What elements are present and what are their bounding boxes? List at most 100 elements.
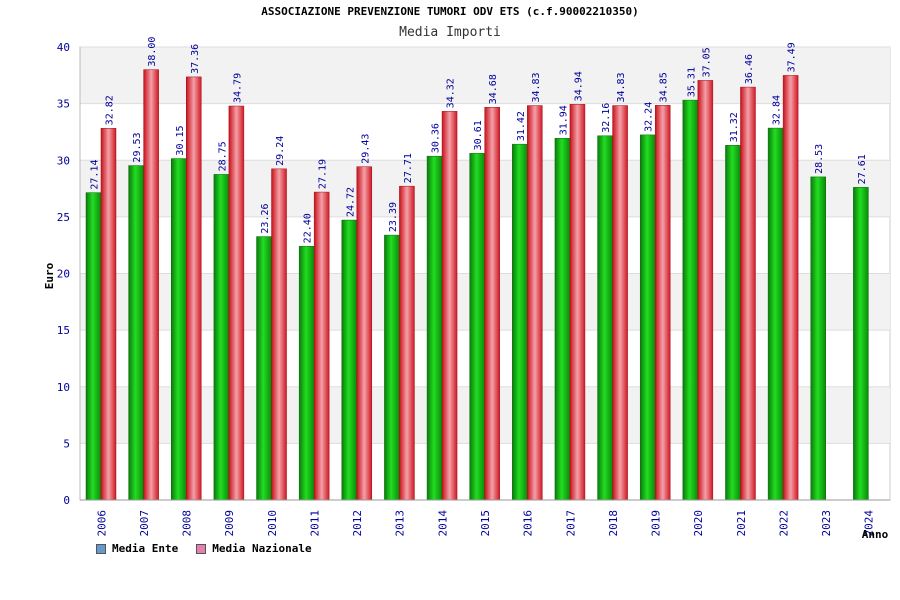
bar-media-ente-2024	[853, 187, 869, 501]
data-label: 30.36	[431, 123, 442, 153]
data-label: 32.16	[601, 103, 612, 133]
y-tick-label: 35	[57, 98, 70, 111]
data-label: 35.31	[686, 67, 697, 97]
bar-media-nazionale-2017	[569, 104, 586, 501]
data-label: 27.71	[403, 153, 414, 183]
legend-label-media-nazionale: Media Nazionale	[212, 542, 312, 555]
data-label: 23.39	[388, 202, 399, 232]
x-tick-label: 2021	[735, 510, 748, 537]
x-tick-label: 2008	[181, 510, 194, 537]
data-label: 37.36	[190, 44, 201, 74]
legend-swatch-media-nazionale	[196, 543, 207, 554]
bar-media-nazionale-2012	[356, 166, 373, 501]
x-tick-label: 2024	[863, 510, 876, 537]
x-tick-label: 2011	[308, 510, 321, 537]
data-label: 34.85	[659, 72, 670, 102]
bar-media-nazionale-2015	[484, 106, 500, 501]
x-tick-label: 2016	[522, 510, 535, 537]
bar-media-ente-2007	[128, 165, 144, 501]
data-label: 37.49	[787, 42, 798, 72]
x-tick-label: 2017	[564, 510, 577, 537]
x-tick-label: 2010	[266, 510, 279, 537]
bar-media-ente-2010	[256, 236, 272, 501]
y-tick-label: 30	[57, 154, 70, 167]
bar-media-ente-2016	[512, 143, 528, 501]
bar-media-nazionale-2006	[100, 128, 117, 501]
bar-media-ente-2012	[341, 219, 358, 501]
data-label: 34.83	[616, 72, 627, 102]
data-label: 32.84	[772, 95, 783, 125]
legend-item-media-nazionale: Media Nazionale	[196, 542, 312, 555]
x-tick-label: 2020	[692, 510, 705, 537]
x-tick-label: 2007	[138, 510, 151, 537]
data-label: 28.53	[814, 144, 825, 174]
data-label: 30.61	[473, 120, 484, 150]
bar-media-nazionale-2008	[186, 76, 202, 501]
data-label: 30.15	[175, 125, 186, 155]
legend-item-media-ente: Media Ente	[96, 542, 178, 555]
data-label: 31.32	[729, 112, 740, 142]
legend-swatch-media-ente	[96, 543, 106, 554]
y-tick-label: 40	[57, 41, 70, 54]
data-label: 29.24	[275, 136, 286, 166]
data-label: 34.79	[232, 73, 243, 103]
bar-media-nazionale-2019	[654, 105, 671, 501]
y-tick-label: 25	[57, 211, 70, 224]
data-label: 23.26	[260, 203, 271, 233]
bar-media-ente-2023	[810, 176, 826, 501]
y-axis-label: Euro	[43, 262, 56, 289]
data-label: 28.75	[217, 141, 228, 171]
data-label: 27.14	[90, 160, 101, 190]
bar-media-nazionale-2018	[612, 105, 628, 501]
data-label: 37.05	[701, 47, 712, 77]
y-tick-label: 15	[57, 324, 70, 337]
data-label: 32.82	[105, 95, 116, 125]
bar-media-nazionale-2014	[441, 111, 458, 501]
bar-media-ente-2018	[597, 135, 613, 501]
bar-media-nazionale-2010	[271, 168, 287, 501]
x-tick-label: 2006	[95, 510, 108, 537]
chart-subtitle: Media Importi	[399, 25, 501, 40]
data-label: 34.94	[573, 71, 584, 101]
bar-media-nazionale-2009	[228, 105, 245, 501]
chart-title: ASSOCIAZIONE PREVENZIONE TUMORI ODV ETS …	[261, 5, 639, 18]
bar-media-ente-2015	[469, 153, 485, 501]
data-label: 38.00	[147, 37, 158, 67]
data-label: 32.24	[644, 102, 655, 132]
bar-media-nazionale-2022	[782, 75, 799, 501]
legend: Media Ente Media Nazionale	[96, 542, 312, 555]
data-label: 36.46	[744, 54, 755, 84]
data-label: 29.53	[132, 132, 143, 162]
bar-media-nazionale-2021	[740, 86, 756, 501]
bar-media-ente-2020	[682, 99, 699, 501]
bar-media-nazionale-2011	[313, 191, 330, 501]
bar-media-ente-2009	[213, 174, 230, 501]
bar-media-nazionale-2020	[697, 80, 714, 501]
x-tick-label: 2022	[777, 510, 790, 537]
data-label: 34.32	[446, 78, 457, 108]
data-label: 34.68	[488, 74, 499, 104]
data-label: 27.61	[857, 154, 868, 184]
bar-media-ente-2014	[426, 155, 443, 501]
x-tick-label: 2013	[394, 510, 407, 537]
data-label: 24.72	[345, 187, 356, 217]
bar-media-ente-2022	[767, 127, 784, 501]
bar-media-nazionale-2007	[143, 69, 159, 501]
x-axis-label: Anno	[862, 528, 889, 541]
x-tick-label: 2019	[650, 510, 663, 537]
bar-media-ente-2013	[384, 234, 400, 501]
bar-media-nazionale-2013	[399, 185, 415, 501]
bar-media-ente-2021	[725, 145, 741, 501]
data-label: 31.42	[516, 111, 527, 141]
x-tick-label: 2009	[223, 510, 236, 537]
bar-media-ente-2006	[85, 192, 102, 501]
data-label: 22.40	[303, 213, 314, 243]
bar-media-ente-2019	[639, 134, 656, 501]
data-label: 27.19	[318, 159, 329, 189]
x-tick-label: 2018	[607, 510, 620, 537]
y-tick-label: 10	[57, 381, 70, 394]
x-tick-label: 2014	[436, 510, 449, 537]
data-label: 34.83	[531, 72, 542, 102]
y-tick-label: 20	[57, 268, 70, 281]
